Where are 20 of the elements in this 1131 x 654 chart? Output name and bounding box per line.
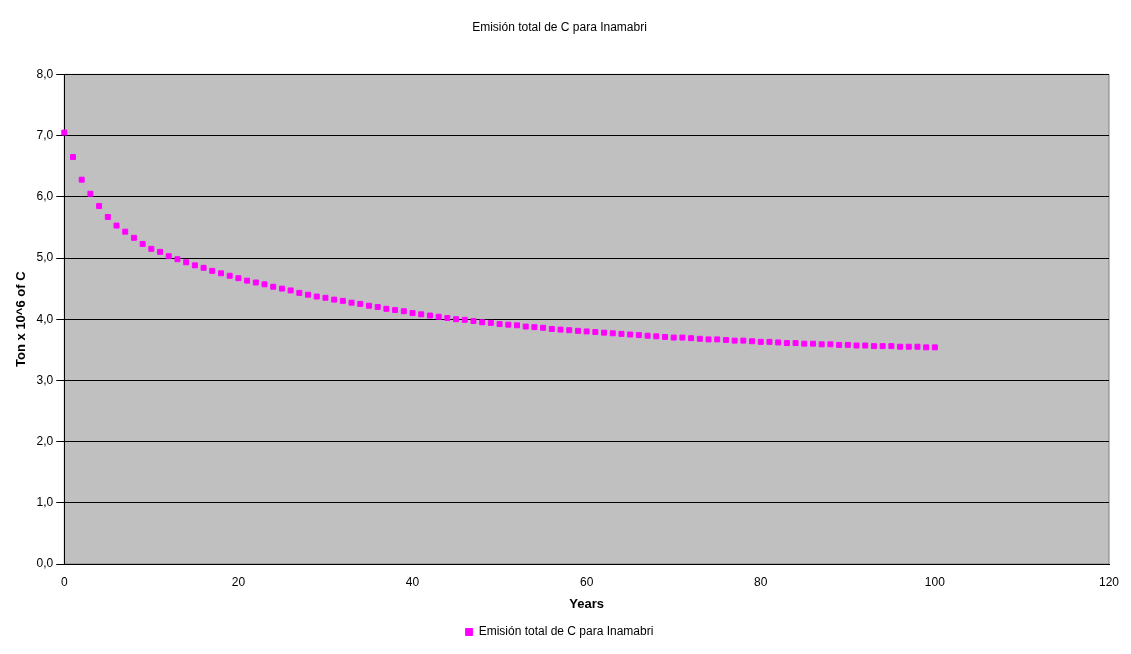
y-tick-label: 5,0 bbox=[36, 250, 54, 265]
y-tick-label: 3,0 bbox=[36, 372, 54, 387]
x-tick-label: 20 bbox=[231, 574, 246, 589]
y-tick-label: 6,0 bbox=[36, 189, 54, 204]
x-tick-label: 0 bbox=[60, 574, 68, 589]
x-tick-label: 60 bbox=[579, 574, 594, 589]
chart-title: Emisión total de C para Inamabri bbox=[472, 19, 647, 34]
y-tick-label: 7,0 bbox=[36, 127, 54, 142]
y-tick-label: 1,0 bbox=[36, 495, 54, 510]
x-axis-title: Years bbox=[569, 595, 604, 611]
x-tick-label: 80 bbox=[754, 574, 768, 589]
legend-label: Emisión total de C para Inamabri bbox=[478, 624, 654, 639]
y-axis-title: Ton x 10^6 of C bbox=[13, 270, 29, 367]
x-tick-label: 40 bbox=[405, 574, 420, 589]
y-tick-label: 0,0 bbox=[36, 556, 54, 571]
x-tick-label: 120 bbox=[1098, 574, 1120, 589]
x-tick-label: 100 bbox=[924, 574, 946, 589]
y-tick-label: 4,0 bbox=[36, 311, 54, 326]
y-tick-label: 2,0 bbox=[36, 433, 54, 448]
y-tick-label: 8,0 bbox=[36, 66, 54, 81]
